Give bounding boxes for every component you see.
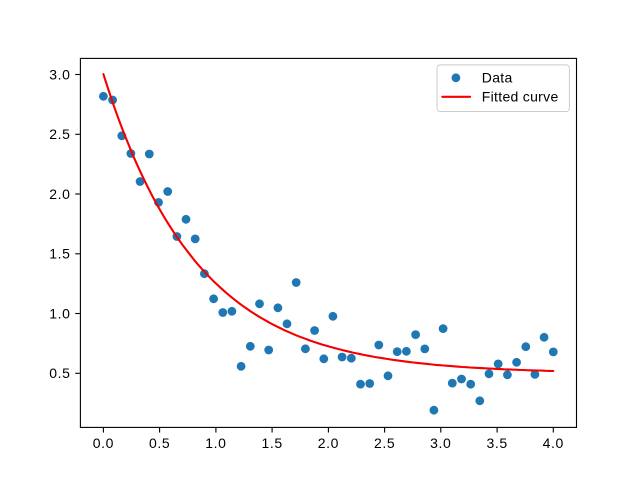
- svg-text:3.5: 3.5: [486, 435, 507, 451]
- svg-text:3.0: 3.0: [49, 66, 70, 82]
- svg-text:2.5: 2.5: [374, 435, 395, 451]
- svg-text:1.5: 1.5: [261, 435, 282, 451]
- svg-text:2.0: 2.0: [49, 186, 70, 202]
- svg-text:0.5: 0.5: [49, 365, 70, 381]
- svg-text:1.0: 1.0: [49, 305, 70, 321]
- svg-text:0.0: 0.0: [93, 435, 114, 451]
- svg-text:3.0: 3.0: [430, 435, 451, 451]
- svg-text:0.5: 0.5: [149, 435, 170, 451]
- svg-text:Data: Data: [482, 70, 513, 86]
- svg-text:1.5: 1.5: [49, 246, 70, 262]
- svg-text:4.0: 4.0: [543, 435, 564, 451]
- svg-text:1.0: 1.0: [205, 435, 226, 451]
- svg-text:2.0: 2.0: [318, 435, 339, 451]
- svg-text:Fitted curve: Fitted curve: [482, 89, 559, 105]
- svg-text:2.5: 2.5: [49, 126, 70, 142]
